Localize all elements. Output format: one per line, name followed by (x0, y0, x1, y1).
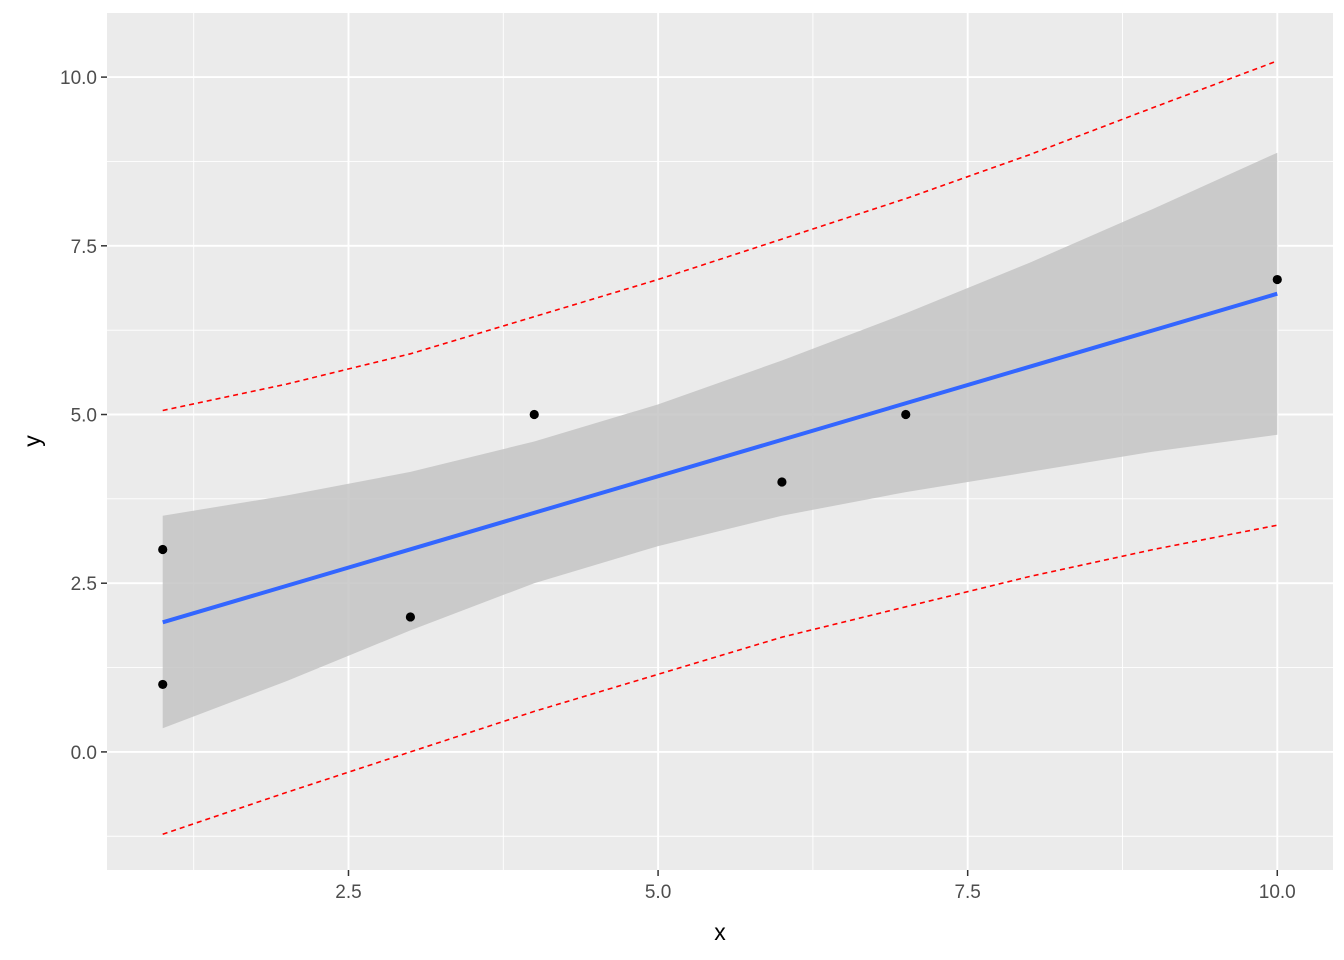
x-tick-label-3: 10.0 (1259, 882, 1296, 903)
x-axis-title: x (714, 919, 726, 945)
data-point-2 (405, 612, 416, 622)
y-tick-label-4: 10.0 (60, 68, 97, 89)
x-tick-label-1: 5.0 (645, 882, 671, 903)
prediction-interval-layer (162, 60, 1278, 835)
data-point-6 (1272, 274, 1282, 285)
y-tick-label-0: 0.0 (71, 743, 97, 764)
regression-line (162, 291, 1278, 625)
y-axis-ticks: 0.0 2.5 5.0 7.5 10.0 (60, 68, 107, 764)
data-point-1 (158, 679, 168, 690)
data-point-0 (158, 544, 168, 555)
y-axis-title: y (19, 435, 45, 447)
x-tick-label-0: 2.5 (335, 882, 361, 903)
fit-line-layer (162, 291, 1278, 625)
prediction-interval-lower (162, 524, 1278, 835)
points-layer (158, 274, 1282, 690)
confidence-band-layer (162, 152, 1278, 729)
x-tick-label-2: 7.5 (954, 882, 980, 903)
y-tick-label-3: 7.5 (71, 237, 97, 258)
prediction-interval-upper (162, 60, 1278, 412)
data-point-4 (777, 477, 787, 487)
data-point-5 (901, 409, 911, 420)
confidence-band (162, 152, 1278, 729)
y-tick-label-2: 5.0 (71, 406, 97, 427)
data-point-3 (529, 409, 539, 420)
y-tick-label-1: 2.5 (71, 574, 97, 595)
x-axis-ticks: 2.5 5.0 7.5 10.0 (335, 870, 1296, 903)
